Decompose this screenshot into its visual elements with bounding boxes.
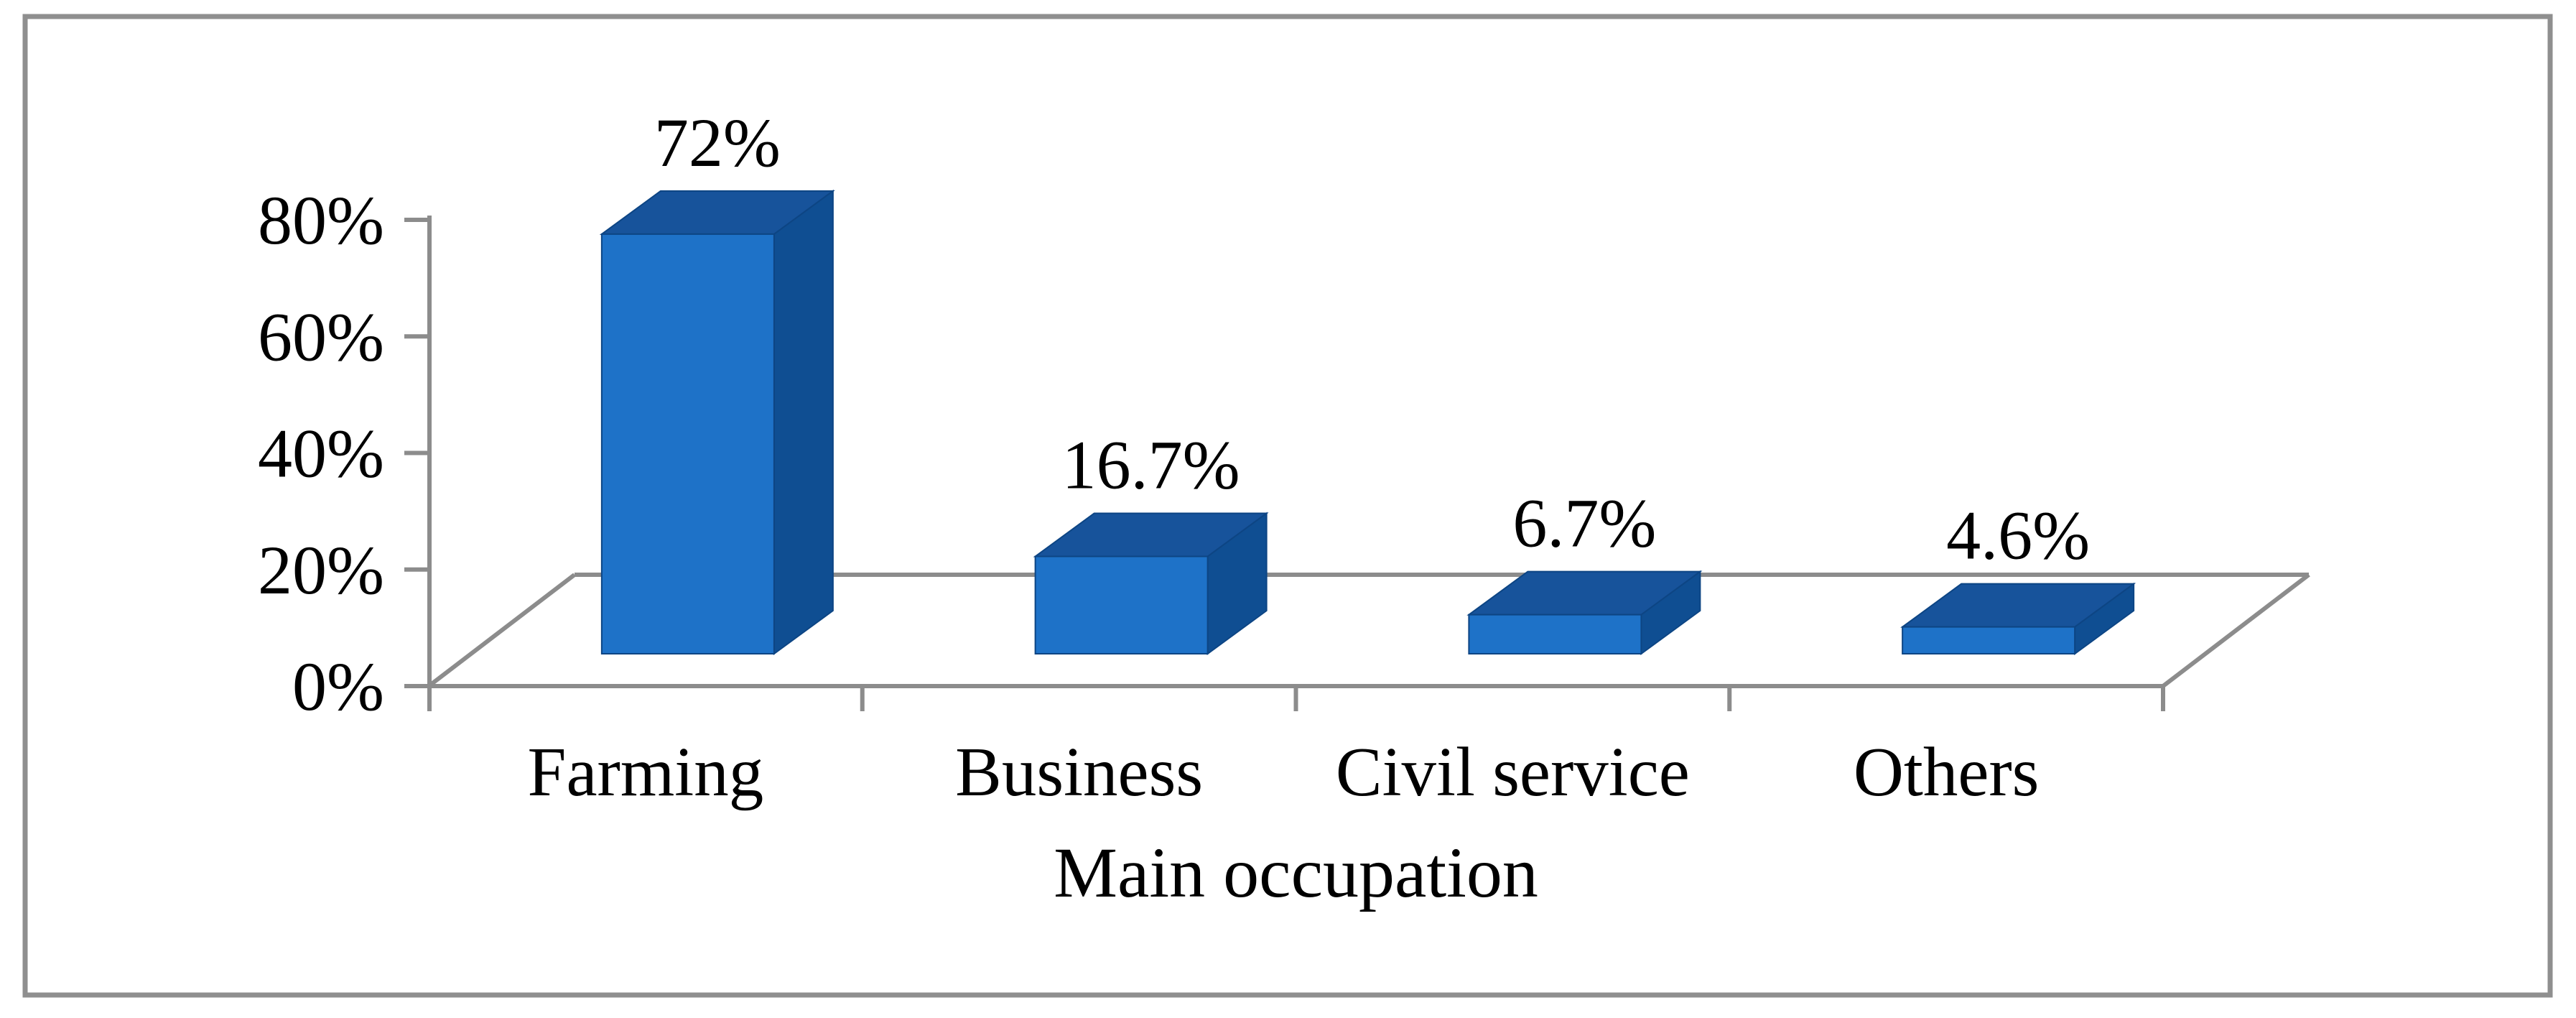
category-label: Civil service bbox=[1336, 734, 1690, 810]
bar-others bbox=[1900, 582, 2136, 655]
y-tick-label: 60% bbox=[258, 298, 384, 375]
bar-civil-service bbox=[1466, 570, 1703, 655]
bar-value-label: 72% bbox=[654, 104, 781, 181]
bar-front-face bbox=[600, 233, 775, 654]
y-tick-label: 40% bbox=[258, 415, 384, 492]
y-tick-label: 20% bbox=[258, 532, 384, 609]
bar-business bbox=[1033, 512, 1269, 655]
bar-side-face bbox=[773, 189, 834, 655]
bar-front-face bbox=[1468, 614, 1642, 654]
category-label: Others bbox=[1854, 734, 2040, 810]
bar-value-label: 4.6% bbox=[1946, 497, 2090, 574]
floor-left-edge bbox=[427, 573, 576, 688]
bar-value-label: 16.7% bbox=[1062, 427, 1240, 504]
bar-farming bbox=[599, 189, 835, 655]
bar-front-face bbox=[1902, 626, 2076, 654]
bar-value-label: 6.7% bbox=[1512, 485, 1656, 562]
category-label: Business bbox=[955, 734, 1203, 810]
bar-front-face bbox=[1034, 555, 1209, 654]
category-label: Farming bbox=[528, 734, 764, 810]
y-tick-label: 80% bbox=[258, 182, 384, 259]
y-tick-label: 0% bbox=[292, 648, 384, 725]
figure-border bbox=[22, 14, 2553, 998]
floor-right-edge bbox=[2162, 573, 2310, 688]
x-axis-title: Main occupation bbox=[1054, 833, 1538, 912]
